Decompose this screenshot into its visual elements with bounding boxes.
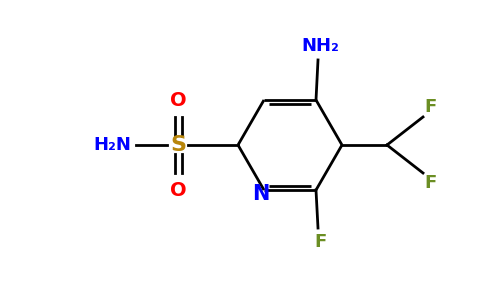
Text: H₂N: H₂N xyxy=(93,136,131,154)
Text: NH₂: NH₂ xyxy=(301,37,339,55)
Text: F: F xyxy=(314,233,326,251)
Text: F: F xyxy=(424,174,436,192)
Text: S: S xyxy=(170,135,186,155)
Text: O: O xyxy=(170,91,186,110)
Text: F: F xyxy=(424,98,436,116)
Text: N: N xyxy=(252,184,270,204)
Text: O: O xyxy=(170,181,186,200)
